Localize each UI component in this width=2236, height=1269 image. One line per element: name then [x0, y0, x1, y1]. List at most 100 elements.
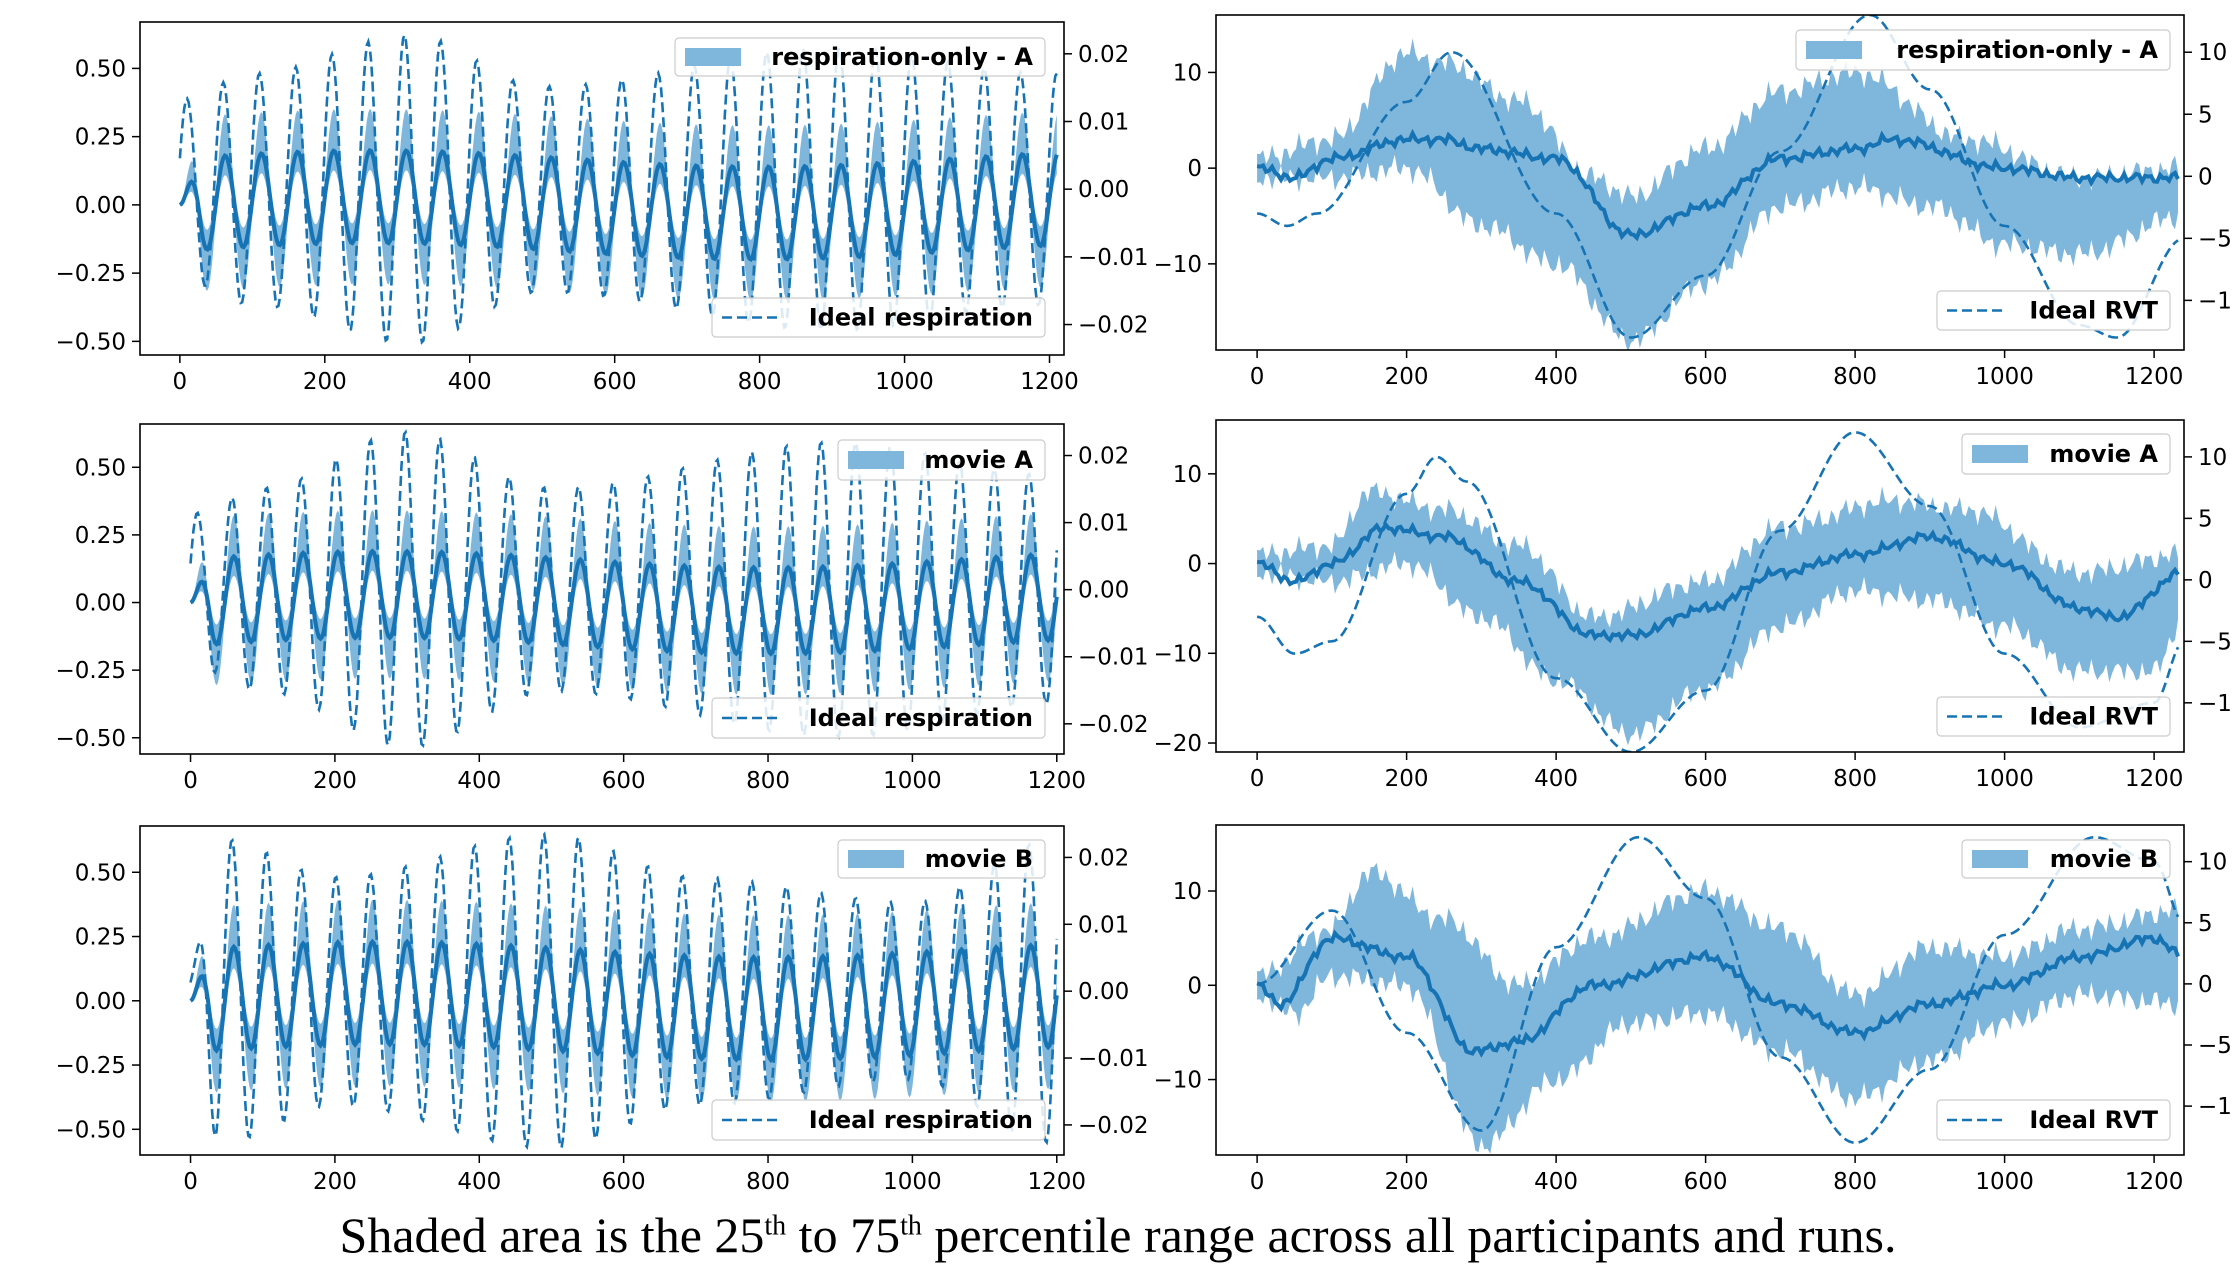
x-tick-label: 800	[1833, 1169, 1877, 1195]
legend-label-band: movie A	[924, 446, 1033, 474]
y2-tick-label: 0	[2198, 972, 2213, 998]
y-tick-label: −20	[1153, 731, 1202, 757]
y-tick-label: 0.25	[75, 523, 126, 549]
x-tick-label: 1000	[875, 369, 934, 395]
median-line	[189, 938, 1059, 1064]
y2-tick-label: 0.00	[1078, 177, 1129, 203]
y2-tick-label: 10	[2198, 40, 2227, 66]
y-tick-label: −0.50	[56, 726, 126, 752]
y2-tick-label: −5	[2198, 1033, 2232, 1059]
y-tick-label: 0.00	[75, 193, 126, 219]
legend-box-band	[837, 439, 1046, 481]
y2-tick-label: 0.01	[1078, 912, 1129, 938]
legend-label-ideal: Ideal respiration	[809, 1106, 1033, 1134]
plot-area	[178, 30, 1059, 345]
x-tick-label: 1000	[1975, 1169, 2034, 1195]
y2-tick-label: 0	[2198, 164, 2213, 190]
y-tick-label: −0.25	[56, 658, 126, 684]
x-tick-label: 1200	[2125, 766, 2184, 792]
chart-panel-2: 0 200 400 600 800 1000 1200 10 0 −10 10 5 0 −5 −1 respi…	[1153, 14, 2232, 390]
x-tick-label: 1200	[1020, 369, 1079, 395]
x-tick-label: 200	[1385, 766, 1429, 792]
caption-part1: Shaded area is the 25	[339, 1207, 765, 1263]
y2-tick-label: −1	[2198, 1094, 2232, 1120]
legend-box-band	[1961, 839, 2171, 879]
y-tick-label: −0.25	[56, 261, 126, 287]
legend-label-ideal: Ideal RVT	[2029, 297, 2158, 325]
y2-tick-label: −0.02	[1078, 313, 1148, 339]
y-tick-label: 0.50	[75, 56, 126, 82]
plot-area	[1256, 835, 2180, 1154]
median-line	[189, 548, 1059, 657]
legend-label-band: respiration-only - A	[771, 43, 1033, 71]
chart-panel-6: 0 200 400 600 800 1000 1200 10 0 −10 10 5 0 −5 −1 movie…	[1153, 824, 2232, 1195]
legend-label-band: respiration-only - A	[1896, 36, 2158, 64]
y-tick-label: −0.25	[56, 1053, 126, 1079]
legend-box-band	[674, 37, 1046, 77]
y2-tick-label: 0.02	[1078, 42, 1129, 68]
percentile-band	[179, 109, 1057, 301]
x-tick-label: 800	[746, 768, 790, 794]
y2-tick-label: 10	[2198, 445, 2227, 471]
x-tick-label: 600	[593, 369, 637, 395]
y2-tick-label: −5	[2198, 629, 2232, 655]
y2-tick-label: −1	[2198, 691, 2232, 717]
chart-panel-5: 0 200 400 600 800 1000 1200 0.50 0.25 0.00 −0.25 −0…	[56, 825, 1148, 1195]
y2-tick-label: 5	[2198, 102, 2213, 128]
y-tick-label: 0.25	[75, 925, 126, 951]
x-tick-label: 1200	[2125, 1169, 2184, 1195]
legend-swatch-band	[1806, 41, 1862, 59]
x-tick-label: 600	[1684, 766, 1728, 792]
legend-label-ideal: Ideal respiration	[809, 304, 1033, 332]
x-tick-label: 400	[1534, 1169, 1578, 1195]
chart-panel-1: 0 200 400 600 800 1000 1200 0.50 0.25 0.00 −0.25 −0…	[56, 21, 1148, 395]
legend-box-ideal	[1936, 696, 2171, 737]
y-tick-label: 0	[1187, 156, 1202, 182]
y2-tick-label: 0.02	[1078, 845, 1129, 871]
plot-area	[1256, 430, 2180, 752]
x-tick-label: 0	[1250, 1169, 1265, 1195]
x-tick-label: 200	[313, 1169, 357, 1195]
y2-tick-label: 0.00	[1078, 578, 1129, 604]
legend-label-ideal: Ideal RVT	[2029, 1106, 2158, 1134]
x-tick-label: 1200	[2125, 364, 2184, 390]
y-tick-label: 0	[1187, 973, 1202, 999]
median-line	[1256, 128, 2180, 242]
caption-sup2: th	[900, 1210, 922, 1242]
y-tick-label: −0.50	[56, 1117, 126, 1143]
x-tick-label: 800	[1833, 766, 1877, 792]
y-tick-label: 10	[1173, 462, 1202, 488]
legend-box-ideal	[711, 1099, 1046, 1141]
y-tick-label: −0.50	[56, 329, 126, 355]
y2-tick-label: 0.01	[1078, 109, 1129, 135]
axes-frame	[1215, 14, 2185, 351]
y2-tick-label: −0.01	[1078, 645, 1148, 671]
x-tick-label: 0	[183, 768, 198, 794]
x-tick-label: 1000	[1975, 766, 2034, 792]
y-tick-label: 0	[1187, 552, 1202, 578]
axes-frame	[1215, 419, 2185, 753]
x-tick-label: 200	[313, 768, 357, 794]
x-tick-label: 0	[1250, 364, 1265, 390]
legend-box-ideal	[1936, 290, 2171, 331]
y2-tick-label: −0.02	[1078, 712, 1148, 738]
x-tick-label: 1000	[1975, 364, 2034, 390]
x-tick-label: 800	[738, 369, 782, 395]
x-tick-label: 800	[1833, 364, 1877, 390]
x-tick-label: 400	[448, 369, 492, 395]
ideal-line	[1256, 835, 2180, 1145]
ideal-line	[1256, 15, 2179, 339]
x-tick-label: 0	[1250, 766, 1265, 792]
x-tick-label: 200	[1385, 1169, 1429, 1195]
legend-swatch-band	[1972, 850, 2028, 868]
x-tick-label: 400	[457, 1169, 501, 1195]
y2-tick-label: −0.02	[1078, 1113, 1148, 1139]
legend-box-ideal	[711, 697, 1046, 739]
legend-box-ideal	[1936, 1099, 2171, 1141]
x-tick-label: 200	[303, 369, 347, 395]
y2-tick-label: −1	[2198, 288, 2232, 314]
y2-tick-label: −5	[2198, 226, 2232, 252]
chart-panel-4: 0 200 400 600 800 1000 1200 10 0 −10 −20 10 5 0 −5 −1 mo…	[1153, 419, 2232, 792]
y2-tick-label: 5	[2198, 911, 2213, 937]
